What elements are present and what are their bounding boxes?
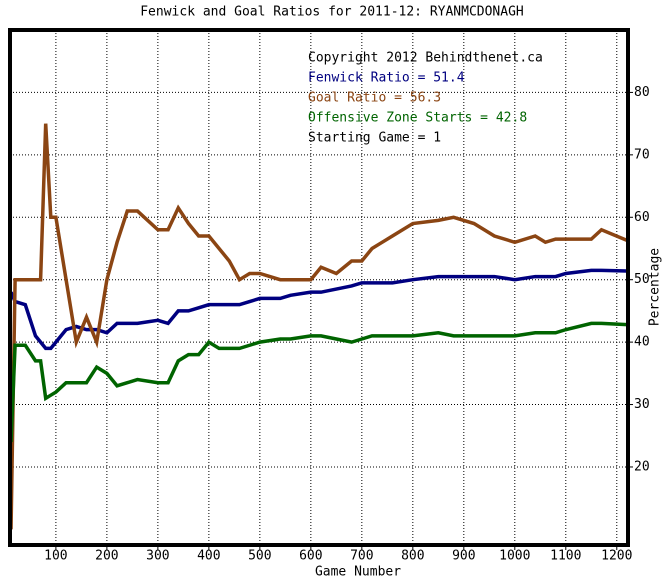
annotation: Copyright 2012 Behindthenet.ca <box>308 51 543 66</box>
x-tick-label: 1000 <box>499 549 530 564</box>
y-tick-label: 30 <box>634 397 650 412</box>
x-tick-label: 700 <box>350 549 373 564</box>
annotation: Starting Game = 1 <box>308 131 441 146</box>
x-tick-label: 200 <box>95 549 118 564</box>
y-tick-label: 80 <box>634 85 650 100</box>
y-tick-label: 60 <box>634 210 650 225</box>
x-tick-label: 100 <box>44 549 67 564</box>
y-axis-label: Percentage <box>648 248 663 326</box>
x-tick-label: 600 <box>299 549 322 564</box>
x-tick-label: 400 <box>197 549 220 564</box>
series-line <box>10 123 628 530</box>
x-tick-label: 300 <box>146 549 169 564</box>
x-tick-label: 1100 <box>550 549 581 564</box>
y-tick-label: 70 <box>634 147 650 162</box>
y-tick-label: 50 <box>634 272 650 287</box>
plot-area <box>10 30 628 545</box>
x-tick-label: 900 <box>452 549 475 564</box>
chart-title: Fenwick and Goal Ratios for 2011-12: RYA… <box>140 5 524 20</box>
legend-entry: Goal Ratio = 56.3 <box>308 91 441 106</box>
legend-entry: Fenwick Ratio = 51.4 <box>308 71 465 86</box>
series-line <box>10 321 628 443</box>
x-tick-label: 800 <box>401 549 424 564</box>
x-axis-label: Game Number <box>315 565 401 580</box>
series-line <box>10 268 628 351</box>
x-tick-label: 500 <box>248 549 271 564</box>
x-tick-label: 1200 <box>601 549 632 564</box>
y-tick-label: 20 <box>634 459 650 474</box>
legend-entry: Offensive Zone Starts = 42.8 <box>308 111 527 126</box>
plot-frame <box>8 28 630 547</box>
y-tick-label: 40 <box>634 335 650 350</box>
